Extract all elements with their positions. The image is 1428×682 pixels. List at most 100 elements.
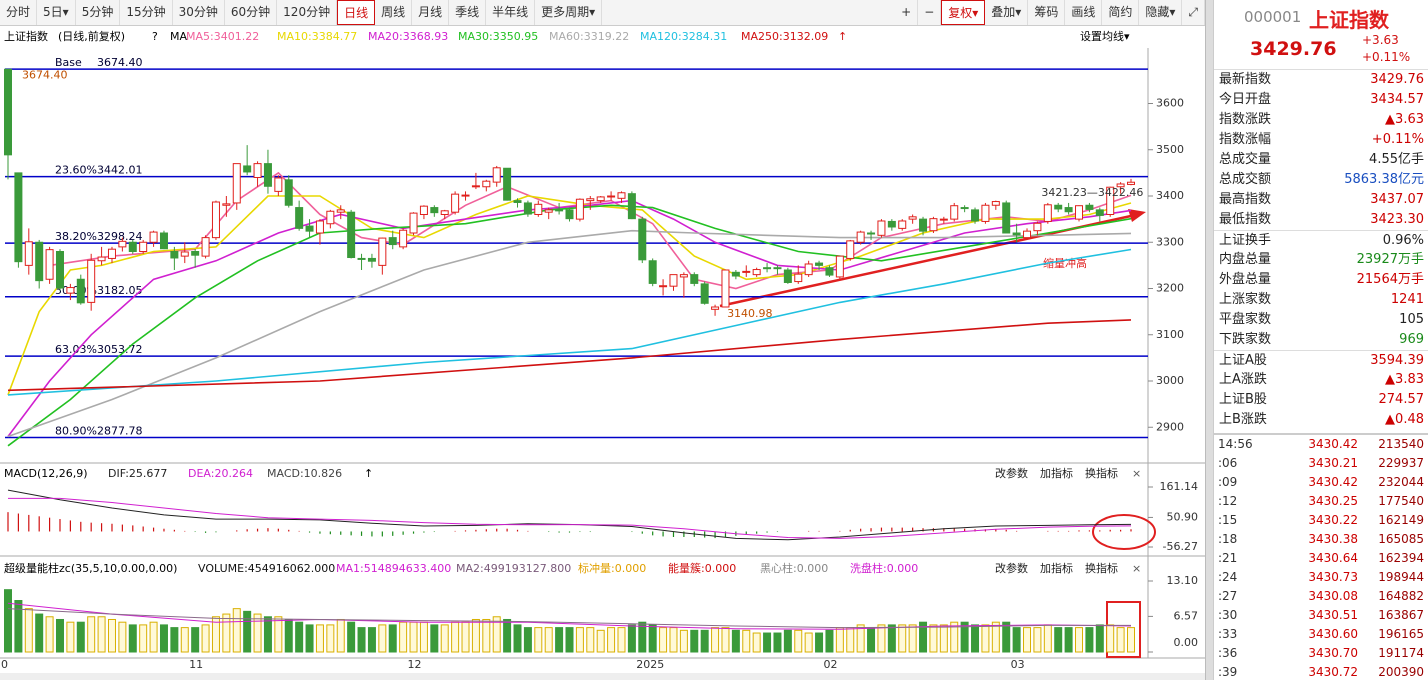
tool-button[interactable]: 简约	[1102, 0, 1140, 25]
period-tab[interactable]: 周线	[375, 0, 413, 25]
period-tab[interactable]: 季线	[449, 0, 487, 25]
tool-button[interactable]: 隐藏▾	[1139, 0, 1183, 25]
candle-body	[14, 172, 23, 263]
period-tab[interactable]: 120分钟	[277, 0, 338, 25]
candle-body	[180, 251, 189, 257]
volume-bar	[1106, 624, 1115, 653]
volume-bar	[24, 608, 33, 653]
quote-value: 0.96%	[1382, 233, 1424, 248]
candle-body	[76, 278, 85, 304]
volume-bar	[1075, 627, 1084, 653]
period-tab[interactable]: 日线	[337, 0, 376, 25]
volume-bar	[97, 616, 106, 653]
candle-body	[357, 257, 366, 260]
quote-row: 外盘总量 21564万手	[1214, 270, 1428, 290]
candle-body	[950, 205, 959, 220]
x-tick-label: 02	[823, 658, 837, 671]
volume-bar	[1033, 627, 1042, 653]
period-tab[interactable]: 半年线	[486, 0, 536, 25]
candle-body	[492, 167, 501, 183]
tool-button[interactable]: −	[918, 0, 942, 25]
help[interactable]: ?	[152, 30, 158, 43]
tick-volume: 177540	[1378, 494, 1424, 508]
ma-line	[7, 195, 1132, 396]
candle-body	[1054, 204, 1063, 210]
candle-body	[575, 198, 584, 220]
y-tick-label: -56.27	[1163, 540, 1198, 553]
y-tick-label: 0.00	[1174, 636, 1199, 649]
period-tab[interactable]: 30分钟	[173, 0, 225, 25]
candle-body	[232, 163, 241, 204]
splitter[interactable]	[1205, 0, 1213, 680]
volume-ma	[7, 608, 1131, 629]
candle-body	[794, 273, 803, 283]
candle-body	[1033, 222, 1042, 232]
ma-setting[interactable]: 设置均线▾	[1080, 29, 1130, 43]
tick-price: 3430.51	[1308, 608, 1358, 622]
fib-name: 63.03%	[55, 343, 97, 356]
background	[0, 26, 1205, 680]
low-label: 3140.98	[727, 307, 773, 320]
tick-volume: 164882	[1378, 589, 1424, 603]
volume-bar	[128, 624, 137, 653]
volume-bar	[534, 627, 543, 653]
tool-button[interactable]: 筹码	[1028, 0, 1066, 25]
volume-bar	[367, 627, 376, 653]
arrow: ↑	[838, 30, 847, 43]
volume-legend: 能量簇:0.000	[668, 561, 736, 575]
candle-body	[523, 202, 532, 215]
candle-body	[825, 267, 834, 276]
candle-body	[534, 203, 543, 215]
tick-row: :36 3430.70 191174	[1214, 644, 1428, 663]
tick-row: :39 3430.72 200390	[1214, 663, 1428, 682]
volume-bar	[66, 621, 75, 653]
volume-bar	[586, 627, 595, 653]
range-label: 3421.23—3422.46	[1041, 186, 1143, 199]
tick-time: 14:56	[1218, 437, 1253, 451]
period-tab[interactable]: 15分钟	[120, 0, 173, 25]
candle-body	[315, 220, 324, 234]
volume-bar	[659, 627, 668, 653]
volume-bar	[617, 627, 626, 653]
volume-bar	[430, 624, 439, 653]
tick-time: :06	[1218, 456, 1238, 470]
candle-body	[1127, 181, 1135, 185]
period-tab[interactable]: 月线	[412, 0, 450, 25]
tool-button[interactable]: 复权▾	[941, 0, 986, 25]
period-tab[interactable]: 更多周期▾	[535, 0, 603, 25]
volume-bar	[315, 624, 324, 653]
quote-value: 4.55亿手	[1369, 152, 1424, 167]
tool-button[interactable]: ⤢	[1182, 0, 1205, 25]
tool-button[interactable]: +	[895, 0, 919, 25]
tool-button[interactable]: 画线	[1065, 0, 1103, 25]
period-tab[interactable]: 5分钟	[76, 0, 121, 25]
candle-body	[1064, 207, 1073, 213]
volume-bar	[399, 621, 408, 653]
tick-volume: 163867	[1378, 608, 1424, 622]
highlight-circle	[1092, 514, 1156, 550]
period-tab[interactable]: 5日▾	[37, 0, 76, 25]
fib-name: 80.90%	[55, 425, 97, 438]
period-tab[interactable]: 60分钟	[225, 0, 278, 25]
candle-body	[191, 251, 200, 256]
quote-label: 最高指数	[1219, 192, 1272, 207]
volume-bar	[503, 618, 512, 653]
quote-label: 总成交量	[1219, 152, 1272, 167]
volume-bar	[191, 627, 200, 653]
candle-body	[45, 249, 54, 280]
tick-time: :15	[1218, 513, 1238, 527]
volume-bar	[253, 613, 262, 653]
candle-body	[222, 203, 231, 206]
candle-body	[378, 237, 387, 266]
candle-body	[4, 68, 12, 156]
volume-bar	[326, 624, 335, 653]
volume-bar	[679, 629, 688, 653]
tick-price: 3430.38	[1308, 532, 1358, 546]
volume-bar	[274, 616, 283, 653]
tool-button[interactable]: 叠加▾	[985, 0, 1029, 25]
quote-row: 上涨家数 1241	[1214, 290, 1428, 310]
volume-bar	[139, 624, 148, 653]
period-tab[interactable]: 分时	[0, 0, 38, 25]
quote-value: ▲3.63	[1385, 112, 1424, 127]
